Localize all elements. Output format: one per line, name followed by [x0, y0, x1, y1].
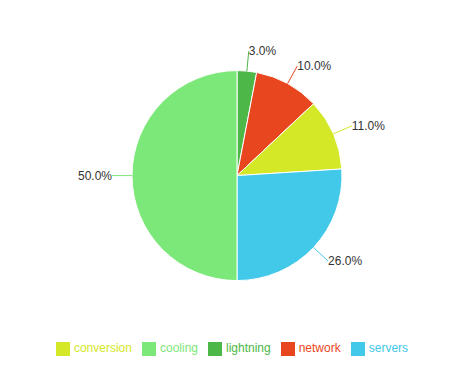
svg-text:50.0%: 50.0% [78, 169, 112, 183]
html-text:cooling: cooling [160, 341, 198, 356]
svg-text:3.0%: 3.0% [249, 44, 277, 58]
svg-text:11.0%: 11.0% [352, 119, 385, 133]
html-text:network: network [298, 341, 341, 356]
svg-text:10.0%: 10.0% [297, 59, 331, 73]
html-text:servers: servers [368, 341, 409, 356]
svg-text:26.0%: 26.0% [328, 254, 362, 268]
html-text:conversion: conversion [73, 341, 132, 356]
html-text:lightning: lightning [226, 341, 271, 356]
